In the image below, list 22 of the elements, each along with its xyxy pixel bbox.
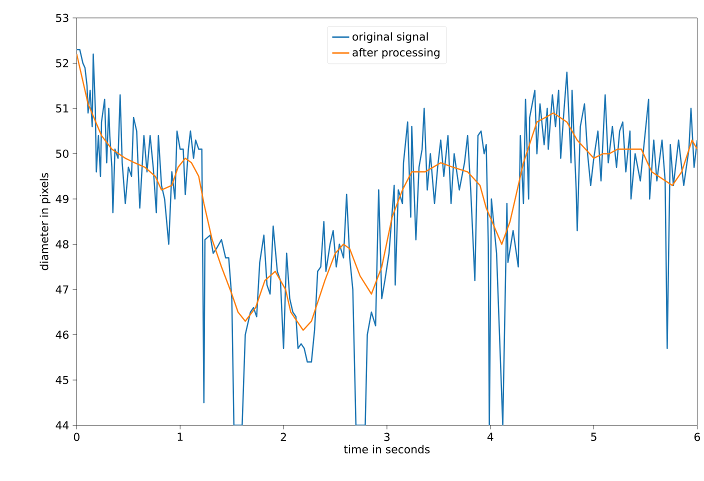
y-tick-label: 50 [56, 150, 68, 158]
y-tick-label: 51 [56, 104, 68, 112]
y-axis-title: diameter in pixels [40, 172, 50, 270]
line-series [76, 48, 698, 426]
y-tick-label: 48 [56, 240, 68, 248]
x-axis-title: time in seconds [344, 444, 430, 454]
y-tick-label: 45 [56, 376, 68, 384]
x-tick-label: 0 [74, 432, 80, 442]
x-tick-label: 5 [591, 432, 596, 441]
y-tick-label: 53 [56, 14, 68, 22]
legend-label: after processing [352, 48, 440, 59]
y-tick-label: 46 [56, 330, 68, 339]
x-tick-label: 3 [384, 432, 390, 442]
y-tick-label: 44 [56, 421, 69, 430]
y-tick-label: 52 [56, 59, 68, 68]
y-tick-label: 49 [56, 194, 68, 204]
legend-label: original signal [352, 32, 428, 43]
y-tick-label: 47 [56, 285, 68, 294]
x-tick-label: 4 [487, 432, 494, 441]
x-tick-label: 1 [178, 432, 183, 441]
x-tick-label: 6 [694, 432, 700, 442]
x-tick-label: 2 [280, 432, 286, 441]
